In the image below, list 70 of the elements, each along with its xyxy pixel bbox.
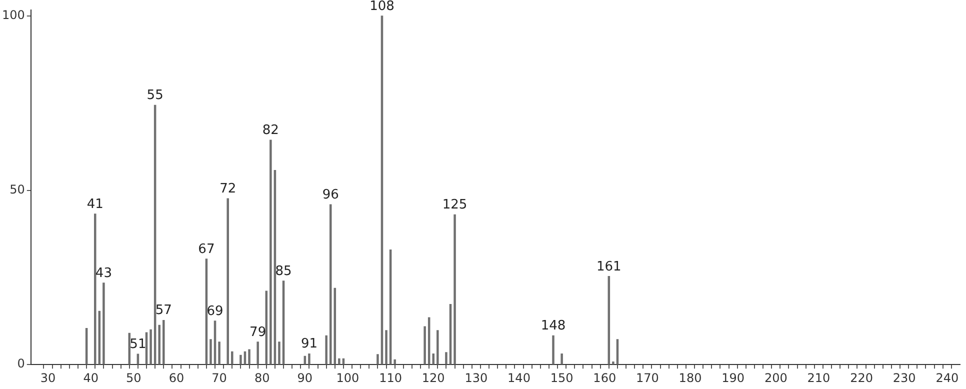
bar xyxy=(150,329,152,364)
bar xyxy=(248,349,250,364)
bar xyxy=(308,353,310,364)
annotation: 69 xyxy=(206,304,224,319)
x-tick-label: 220 xyxy=(850,370,873,385)
bar xyxy=(445,352,448,364)
annotation: 72 xyxy=(220,182,236,197)
bar xyxy=(158,324,160,364)
bar xyxy=(436,330,439,364)
annotation: 82 xyxy=(262,122,279,138)
bar xyxy=(226,198,229,364)
bar xyxy=(432,353,434,364)
bar xyxy=(231,351,234,364)
x-tick-label: 60 xyxy=(168,370,184,385)
bar xyxy=(218,342,220,364)
bar xyxy=(94,214,96,364)
bar xyxy=(376,354,379,364)
annotation: 91 xyxy=(300,336,318,352)
annotation: 51 xyxy=(130,337,146,352)
annotation: 43 xyxy=(95,266,112,281)
x-tick-label: 130 xyxy=(464,370,488,385)
bar xyxy=(612,361,614,364)
bar xyxy=(394,359,396,364)
bar xyxy=(256,342,259,364)
bar xyxy=(560,353,563,364)
x-tick-label: 170 xyxy=(636,370,659,385)
bar xyxy=(338,358,340,364)
x-tick-label: 190 xyxy=(722,370,745,385)
x-tick-label: 90 xyxy=(297,370,313,385)
annotation: 108 xyxy=(370,0,394,14)
bar xyxy=(325,335,328,364)
annotation: 161 xyxy=(596,259,622,274)
annotation: 148 xyxy=(540,318,566,334)
x-tick-label: 120 xyxy=(422,370,445,385)
annotation: 67 xyxy=(198,242,215,257)
bar xyxy=(240,354,242,364)
bar xyxy=(552,335,554,364)
x-tick-label: 160 xyxy=(593,370,616,385)
bar xyxy=(162,320,165,364)
annotation: 96 xyxy=(322,187,339,202)
annotation: 57 xyxy=(155,303,172,318)
x-tick-label: 100 xyxy=(336,370,360,385)
bar xyxy=(424,326,426,364)
x-tick-label: 210 xyxy=(807,370,830,385)
bar xyxy=(385,330,388,364)
x-tick-label: 40 xyxy=(83,370,98,385)
x-tick-label: 50 xyxy=(126,370,142,385)
annotation: 41 xyxy=(86,196,104,212)
y-tick-label: 100 xyxy=(2,8,25,22)
bar xyxy=(278,342,280,364)
x-tick-label: 30 xyxy=(40,370,56,385)
y-tick-label: 50 xyxy=(10,182,25,196)
x-tick-label: 110 xyxy=(379,370,402,385)
x-tick-label: 180 xyxy=(678,370,702,385)
annotation: 125 xyxy=(442,198,468,213)
x-tick-label: 230 xyxy=(892,370,916,385)
x-tick-label: 240 xyxy=(936,370,959,385)
bar xyxy=(102,282,105,364)
y-tick-label: 0 xyxy=(17,356,25,371)
bar xyxy=(270,140,272,364)
x-tick-label: 80 xyxy=(254,370,270,385)
x-tick-label: 200 xyxy=(764,370,788,385)
x-tick-label: 150 xyxy=(550,370,574,385)
annotation: 85 xyxy=(275,264,292,279)
x-tick-label: 70 xyxy=(212,370,227,385)
x-tick-label: 140 xyxy=(508,370,530,385)
annotation: 55 xyxy=(146,88,164,104)
bar xyxy=(454,214,456,364)
bar xyxy=(210,339,212,364)
annotation: 79 xyxy=(250,324,266,340)
